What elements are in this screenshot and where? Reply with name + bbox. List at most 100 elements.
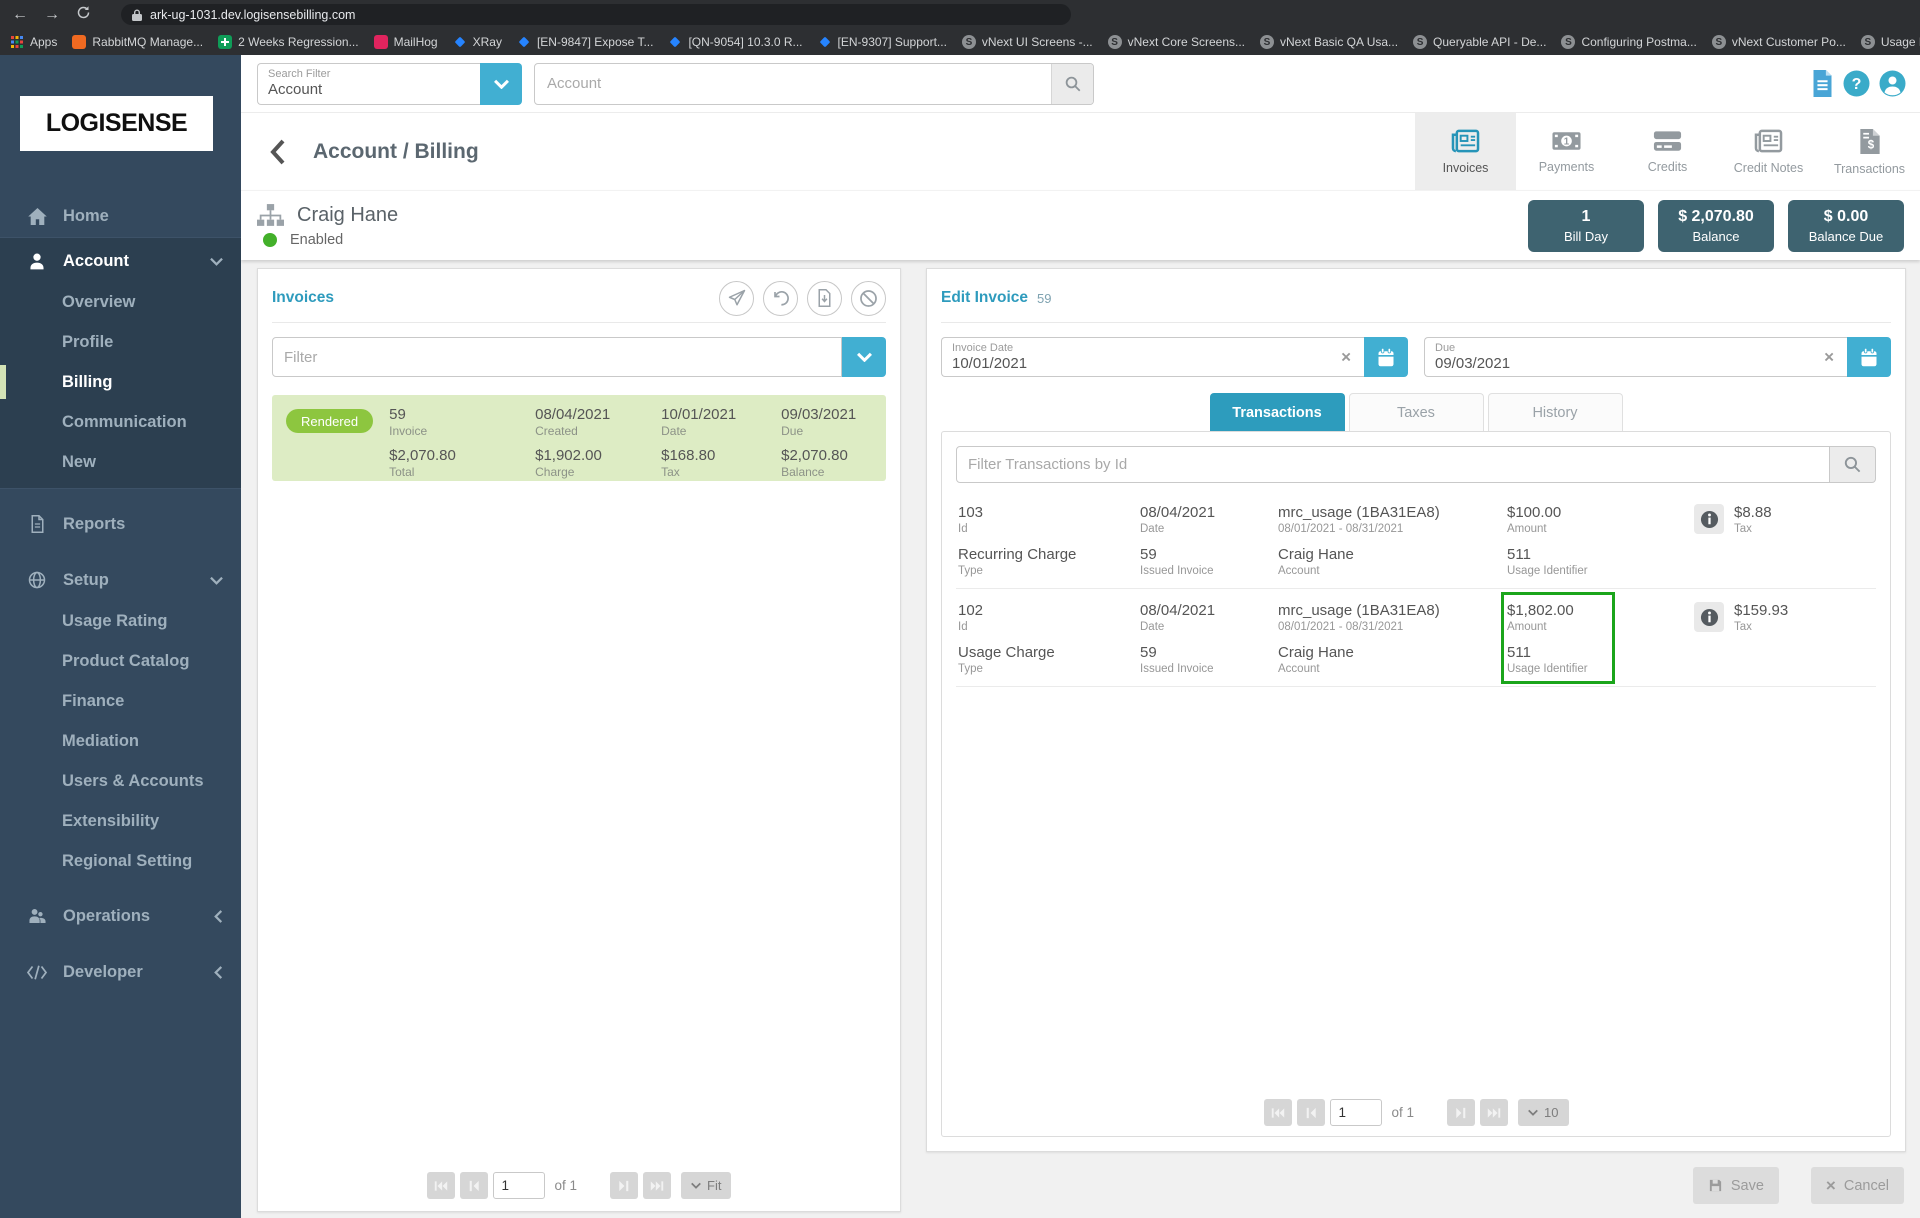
bookmark-item[interactable]: [EN-9307] Support... (818, 35, 947, 49)
page-size-selector[interactable]: 10 (1518, 1099, 1569, 1126)
tab-history[interactable]: History (1487, 393, 1623, 431)
back-button[interactable] (241, 113, 313, 190)
bookmark-item[interactable]: Apps (10, 35, 57, 49)
search-button[interactable] (1051, 63, 1093, 104)
url-bar[interactable]: ark-ug-1031.dev.logisensebilling.com (121, 4, 1071, 25)
due-date-calendar-button[interactable] (1847, 337, 1891, 377)
tab-credit-notes[interactable]: Credit Notes (1718, 113, 1819, 190)
bookmark-item[interactable]: RabbitMQ Manage... (72, 35, 203, 49)
sidebar-item-communication[interactable]: Communication (62, 412, 187, 431)
topbar-icons: ? (1811, 70, 1920, 97)
invoice-filter-dropdown-button[interactable] (842, 337, 886, 377)
sidebar-item-reports[interactable]: Reports (0, 503, 241, 545)
sidebar-item-billing[interactable]: Billing (0, 362, 241, 402)
tab-transactions[interactable]: $ Transactions (1819, 113, 1920, 190)
sidebar-item-product-catalog[interactable]: Product Catalog (62, 651, 190, 670)
page-number-input[interactable] (1329, 1099, 1382, 1126)
sidebar-item-mediation[interactable]: Mediation (62, 731, 139, 750)
save-button[interactable]: Save (1692, 1167, 1779, 1204)
sidebar-item-overview[interactable]: Overview (62, 292, 136, 311)
bookmark-item[interactable]: MailHog (373, 35, 438, 49)
transaction-row[interactable]: 102 Id 08/04/2021 Date mrc_usage (1BA31EA8… (956, 589, 1876, 687)
bookmark-item[interactable]: 2 Weeks Regression... (218, 35, 359, 49)
invoice-date-box[interactable]: Invoice Date 10/01/2021 × (941, 337, 1364, 377)
cancel-button[interactable]: × Cancel (1810, 1167, 1904, 1204)
user-profile-icon[interactable] (1879, 70, 1906, 97)
sidebar-item-home[interactable]: Home (0, 195, 241, 237)
browser-reload-icon[interactable] (76, 5, 91, 24)
prev-page-button[interactable] (1296, 1099, 1325, 1126)
undo-button[interactable] (763, 280, 798, 316)
info-icon[interactable] (1694, 504, 1724, 534)
sidebar-item-extensibility[interactable]: Extensibility (62, 811, 160, 830)
transaction-search-button[interactable] (1830, 446, 1876, 483)
sidebar-item-operations[interactable]: Operations (0, 895, 241, 937)
render-invoice-button[interactable] (807, 280, 842, 316)
transaction-row[interactable]: 103 Id 08/04/2021 Date mrc_usage (1BA31EA8… (956, 491, 1876, 589)
sidebar-item-developer[interactable]: Developer (0, 951, 241, 993)
bookmark-item[interactable]: XRay (453, 35, 502, 49)
bookmark-item[interactable]: [EN-9847] Expose T... (517, 35, 653, 49)
url-text: ark-ug-1031.dev.logisensebilling.com (150, 7, 356, 22)
chevron-down-icon (856, 352, 872, 362)
invoice-charge-cell: $1,902.00 Charge (535, 447, 602, 479)
invoice-row[interactable]: Rendered 59 Invoice 08/04/2021 Created 10/… (272, 395, 886, 481)
document-icon[interactable] (1811, 70, 1834, 97)
tab-taxes[interactable]: Taxes (1348, 393, 1484, 431)
tab-credits[interactable]: Credits (1617, 113, 1718, 190)
due-date-box[interactable]: Due 09/03/2021 × (1424, 337, 1847, 377)
bookmark-item[interactable]: [QN-9054] 10.3.0 R... (668, 35, 803, 49)
help-icon[interactable]: ? (1843, 70, 1870, 97)
account-summary-bar: Craig Hane Enabled 1 Bill Day $ 2,070.80… (241, 190, 1920, 260)
tab-transactions-detail[interactable]: Transactions (1209, 393, 1345, 431)
last-page-button[interactable] (1480, 1099, 1509, 1126)
last-page-button[interactable] (643, 1172, 672, 1199)
sitemap-icon (257, 203, 284, 227)
send-invoice-button[interactable] (719, 280, 754, 316)
first-page-button[interactable] (1263, 1099, 1292, 1126)
page-number-input[interactable] (492, 1172, 545, 1199)
sidebar-item-account[interactable]: Account (0, 240, 241, 282)
search-filter-combo[interactable]: Search Filter Account (257, 62, 480, 105)
invoice-date-calendar-button[interactable] (1364, 337, 1408, 377)
tx-usage-id-cell: 511 Usage Identifier (1507, 546, 1588, 577)
sidebar-item-setup[interactable]: Setup (0, 559, 241, 601)
invoice-tax-cell: $168.80 Tax (661, 447, 716, 479)
account-search-input[interactable] (535, 75, 1051, 92)
browser-back-icon[interactable]: ← (12, 5, 28, 23)
main-area: Search Filter Account ? Account / Billin… (241, 55, 1920, 1218)
chevron-down-icon (691, 1182, 701, 1189)
chevron-down-icon (493, 79, 509, 89)
sidebar-item-new[interactable]: New (62, 452, 96, 471)
next-page-button[interactable] (1447, 1099, 1476, 1126)
sidebar-item-users-accounts[interactable]: Users & Accounts (62, 771, 204, 790)
transaction-filter-input[interactable] (956, 446, 1830, 483)
info-icon[interactable] (1694, 602, 1724, 632)
bookmark-item[interactable]: S Configuring Postma... (1561, 35, 1697, 49)
cancel-invoice-button[interactable] (851, 280, 886, 316)
browser-forward-icon[interactable]: → (44, 5, 60, 23)
tab-invoices[interactable]: Invoices (1415, 113, 1516, 190)
sidebar-item-regional-setting[interactable]: Regional Setting (62, 851, 193, 870)
tab-payments[interactable]: 1 Payments (1516, 113, 1617, 190)
invoice-filter-input[interactable] (272, 337, 842, 377)
sidebar-item-finance[interactable]: Finance (62, 691, 125, 710)
first-page-button[interactable] (426, 1172, 455, 1199)
undo-icon (772, 289, 790, 307)
next-page-button[interactable] (610, 1172, 639, 1199)
prev-page-button[interactable] (459, 1172, 488, 1199)
sidebar-item-profile[interactable]: Profile (62, 332, 114, 351)
sidebar-item-usage-rating[interactable]: Usage Rating (62, 611, 168, 630)
page-size-selector[interactable]: Fit (681, 1172, 732, 1199)
bookmarks-bar: Apps RabbitMQ Manage... 2 Weeks Regressi… (0, 29, 1920, 55)
bookmark-item[interactable]: S Queryable API - De... (1413, 35, 1546, 49)
clear-icon[interactable]: × (1824, 347, 1834, 367)
search-filter-dropdown-button[interactable] (480, 62, 522, 105)
clear-icon[interactable]: × (1341, 347, 1351, 367)
